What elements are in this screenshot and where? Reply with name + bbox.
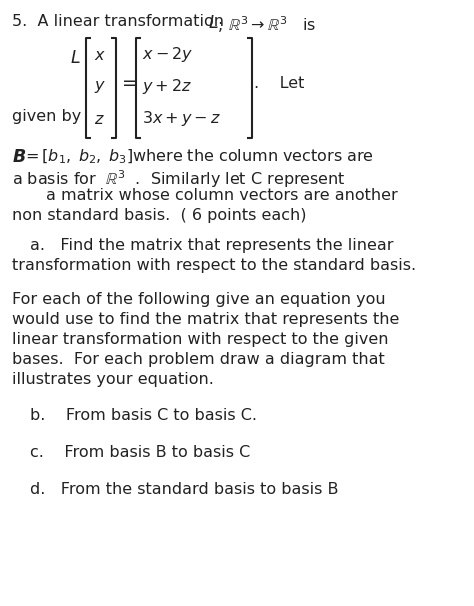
Text: c.    From basis B to basis C: c. From basis B to basis C [30, 445, 250, 460]
Text: $\mathit{3x + y - z}$: $\mathit{3x + y - z}$ [142, 110, 221, 128]
Text: transformation with respect to the standard basis.: transformation with respect to the stand… [12, 258, 416, 273]
Text: $\boldsymbol{B}$: $\boldsymbol{B}$ [12, 148, 26, 166]
Text: a.   Find the matrix that represents the linear: a. Find the matrix that represents the l… [30, 238, 393, 253]
Text: $\mathit{L}$: $\mathit{L}$ [70, 49, 81, 67]
Text: d.   From the standard basis to basis B: d. From the standard basis to basis B [30, 482, 338, 497]
Text: $\mathit{z}$: $\mathit{z}$ [94, 112, 105, 127]
Text: $\mathit{x}$: $\mathit{x}$ [94, 47, 106, 62]
Text: a matrix whose column vectors are another: a matrix whose column vectors are anothe… [46, 188, 398, 203]
Text: linear transformation with respect to the given: linear transformation with respect to th… [12, 332, 389, 347]
Text: $\mathit{x - 2y}$: $\mathit{x - 2y}$ [142, 45, 193, 64]
Text: would use to find the matrix that represents the: would use to find the matrix that repres… [12, 312, 400, 327]
Text: non standard basis.  ( 6 points each): non standard basis. ( 6 points each) [12, 208, 307, 223]
Text: b.    From basis C to basis C.: b. From basis C to basis C. [30, 408, 257, 423]
Text: For each of the following give an equation you: For each of the following give an equati… [12, 292, 386, 307]
Text: 5.  A linear transformation: 5. A linear transformation [12, 14, 229, 29]
Text: $\mathit{y + 2z}$: $\mathit{y + 2z}$ [142, 78, 192, 96]
Text: a basis for  $\mathbb{R}^3$  .  Similarly let C represent: a basis for $\mathbb{R}^3$ . Similarly l… [12, 168, 346, 190]
Text: =: = [122, 75, 138, 93]
Text: $\mathit{L}$: $\mathit{L}$ [208, 14, 219, 32]
Text: bases.  For each problem draw a diagram that: bases. For each problem draw a diagram t… [12, 352, 385, 367]
Text: $;\,\mathbb{R}^3 \rightarrow \mathbb{R}^3$   is: $;\,\mathbb{R}^3 \rightarrow \mathbb{R}^… [217, 14, 316, 35]
Text: .    Let: . Let [254, 76, 304, 92]
Text: illustrates your equation.: illustrates your equation. [12, 372, 214, 387]
Text: $\mathit{y}$: $\mathit{y}$ [94, 79, 106, 95]
Text: given by: given by [12, 110, 81, 124]
Text: $= [b_1,\; b_2,\; b_3]$where the column vectors are: $= [b_1,\; b_2,\; b_3]$where the column … [22, 148, 374, 167]
